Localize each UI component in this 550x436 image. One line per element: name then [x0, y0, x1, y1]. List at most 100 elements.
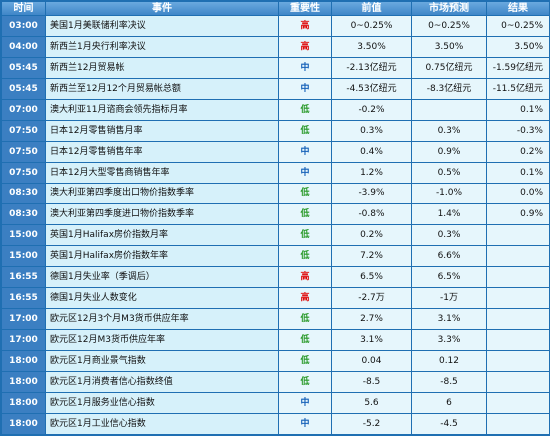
row-importance: 低 [279, 120, 331, 141]
table-row: 18:00 欧元区1月消费者信心指数终值低 -8.5 -8.5 [2, 371, 549, 392]
row-previous: -2.13亿纽元 [332, 57, 411, 78]
row-event: 欧元区1月商业景气指数 [46, 351, 278, 371]
row-forecast: -4.5 [412, 413, 486, 434]
calendar-body: 03:00 美国1月美联储利率决议高 0~0.25% 0~0.25% 0~0.25% 04… [2, 16, 549, 434]
row-importance: 低 [279, 204, 331, 225]
row-previous: 3.50% [332, 36, 411, 57]
header-time: 时间 [2, 2, 45, 15]
row-importance: 低 [279, 246, 331, 267]
table-row: 18:00 欧元区1月服务业信心指数中 5.6 6 [2, 392, 549, 413]
row-previous: 2.7% [332, 309, 411, 330]
row-event: 美国1月美联储利率决议 [46, 16, 278, 36]
row-event: 欧元区1月消费者信心指数终值 [46, 371, 278, 392]
row-result: 3.50% [487, 36, 549, 57]
row-importance: 高 [279, 36, 331, 57]
row-event: 英国1月Halifax房价指数月率 [46, 225, 278, 246]
row-time: 15:00 [2, 246, 45, 267]
row-result [487, 371, 549, 392]
header-importance: 重要性 [279, 2, 331, 15]
row-forecast: -8.3亿纽元 [412, 78, 486, 99]
row-importance: 中 [279, 57, 331, 78]
row-time: 18:00 [2, 413, 45, 434]
table-row: 08:30 澳大利亚第四季度出口物价指数季率低 -3.9% -1.0% 0.0% [2, 183, 549, 204]
row-importance: 低 [279, 330, 331, 350]
row-result: -1.59亿纽元 [487, 57, 549, 78]
row-previous: 0.3% [332, 120, 411, 141]
row-time: 08:30 [2, 204, 45, 225]
row-result: -0.3% [487, 120, 549, 141]
row-previous: -4.53亿纽元 [332, 78, 411, 99]
row-previous: 3.1% [332, 330, 411, 350]
table-row: 17:00 欧元区12月3个月M3货币供应年率低 2.7% 3.1% [2, 309, 549, 330]
row-previous: 7.2% [332, 246, 411, 267]
row-previous: -8.5 [332, 371, 411, 392]
table-row: 16:55 德国1月失业人数变化高 -2.7万 -1万 [2, 288, 549, 309]
row-forecast: 1.4% [412, 204, 486, 225]
row-forecast: 3.3% [412, 330, 486, 350]
row-importance: 中 [279, 413, 331, 434]
row-event: 日本12月零售销售年率 [46, 141, 278, 162]
row-previous: 0.4% [332, 141, 411, 162]
row-time: 07:00 [2, 99, 45, 120]
row-time: 16:55 [2, 288, 45, 309]
row-importance: 低 [279, 99, 331, 120]
row-importance: 高 [279, 16, 331, 36]
row-time: 17:00 [2, 330, 45, 350]
row-event: 新西兰12月贸易帐 [46, 57, 278, 78]
row-forecast: 6.5% [412, 267, 486, 288]
row-previous: 0.04 [332, 351, 411, 371]
table-row: 07:50 日本12月零售销售月率低 0.3% 0.3% -0.3% [2, 120, 549, 141]
row-time: 07:50 [2, 141, 45, 162]
row-event: 德国1月失业人数变化 [46, 288, 278, 309]
row-previous: 1.2% [332, 162, 411, 183]
header-result: 结果 [487, 2, 549, 15]
row-previous: -0.8% [332, 204, 411, 225]
row-event: 新西兰1月央行利率决议 [46, 36, 278, 57]
row-importance: 高 [279, 288, 331, 309]
row-importance: 高 [279, 267, 331, 288]
header-previous: 前值 [332, 2, 411, 15]
row-previous: -5.2 [332, 413, 411, 434]
row-time: 04:00 [2, 36, 45, 57]
row-importance: 中 [279, 162, 331, 183]
row-time: 05:45 [2, 57, 45, 78]
row-time: 18:00 [2, 351, 45, 371]
row-forecast: 0.3% [412, 120, 486, 141]
row-result: 0.2% [487, 141, 549, 162]
row-forecast: 3.1% [412, 309, 486, 330]
table-row: 05:45 新西兰至12月12个月贸易帐总额中 -4.53亿纽元 -8.3亿纽元 -11… [2, 78, 549, 99]
table-row: 07:50 日本12月大型零售商销售年率中 1.2% 0.5% 0.1% [2, 162, 549, 183]
row-importance: 中 [279, 392, 331, 413]
table-row: 15:00 英国1月Halifax房价指数月率低 0.2% 0.3% [2, 225, 549, 246]
table-row: 03:00 美国1月美联储利率决议高 0~0.25% 0~0.25% 0~0.25% [2, 16, 549, 36]
row-result: 0~0.25% [487, 16, 549, 36]
row-result [487, 225, 549, 246]
row-result [487, 351, 549, 371]
row-time: 15:00 [2, 225, 45, 246]
row-event: 澳大利亚第四季度出口物价指数季率 [46, 183, 278, 204]
row-result [487, 267, 549, 288]
table-row: 07:00 澳大利亚11月谘商会领先指标月率低 -0.2% 0.1% [2, 99, 549, 120]
row-importance: 低 [279, 309, 331, 330]
row-forecast: 0.5% [412, 162, 486, 183]
row-forecast: -1.0% [412, 183, 486, 204]
row-forecast: 6.6% [412, 246, 486, 267]
row-event: 日本12月大型零售商销售年率 [46, 162, 278, 183]
row-forecast: 0~0.25% [412, 16, 486, 36]
row-result [487, 309, 549, 330]
row-forecast: 3.50% [412, 36, 486, 57]
row-importance: 低 [279, 183, 331, 204]
header-row: 时间 事件 重要性 前值 市场预测 结果 [2, 2, 549, 15]
row-event: 澳大利亚第四季度进口物价指数季率 [46, 204, 278, 225]
row-time: 03:00 [2, 16, 45, 36]
row-result: 0.0% [487, 183, 549, 204]
table-row: 08:30 澳大利亚第四季度进口物价指数季率低 -0.8% 1.4% 0.9% [2, 204, 549, 225]
row-previous: -0.2% [332, 99, 411, 120]
row-time: 18:00 [2, 371, 45, 392]
row-previous: -2.7万 [332, 288, 411, 309]
row-result: 0.1% [487, 99, 549, 120]
row-forecast: 0.75亿纽元 [412, 57, 486, 78]
row-time: 17:00 [2, 309, 45, 330]
row-event: 欧元区12月3个月M3货币供应年率 [46, 309, 278, 330]
